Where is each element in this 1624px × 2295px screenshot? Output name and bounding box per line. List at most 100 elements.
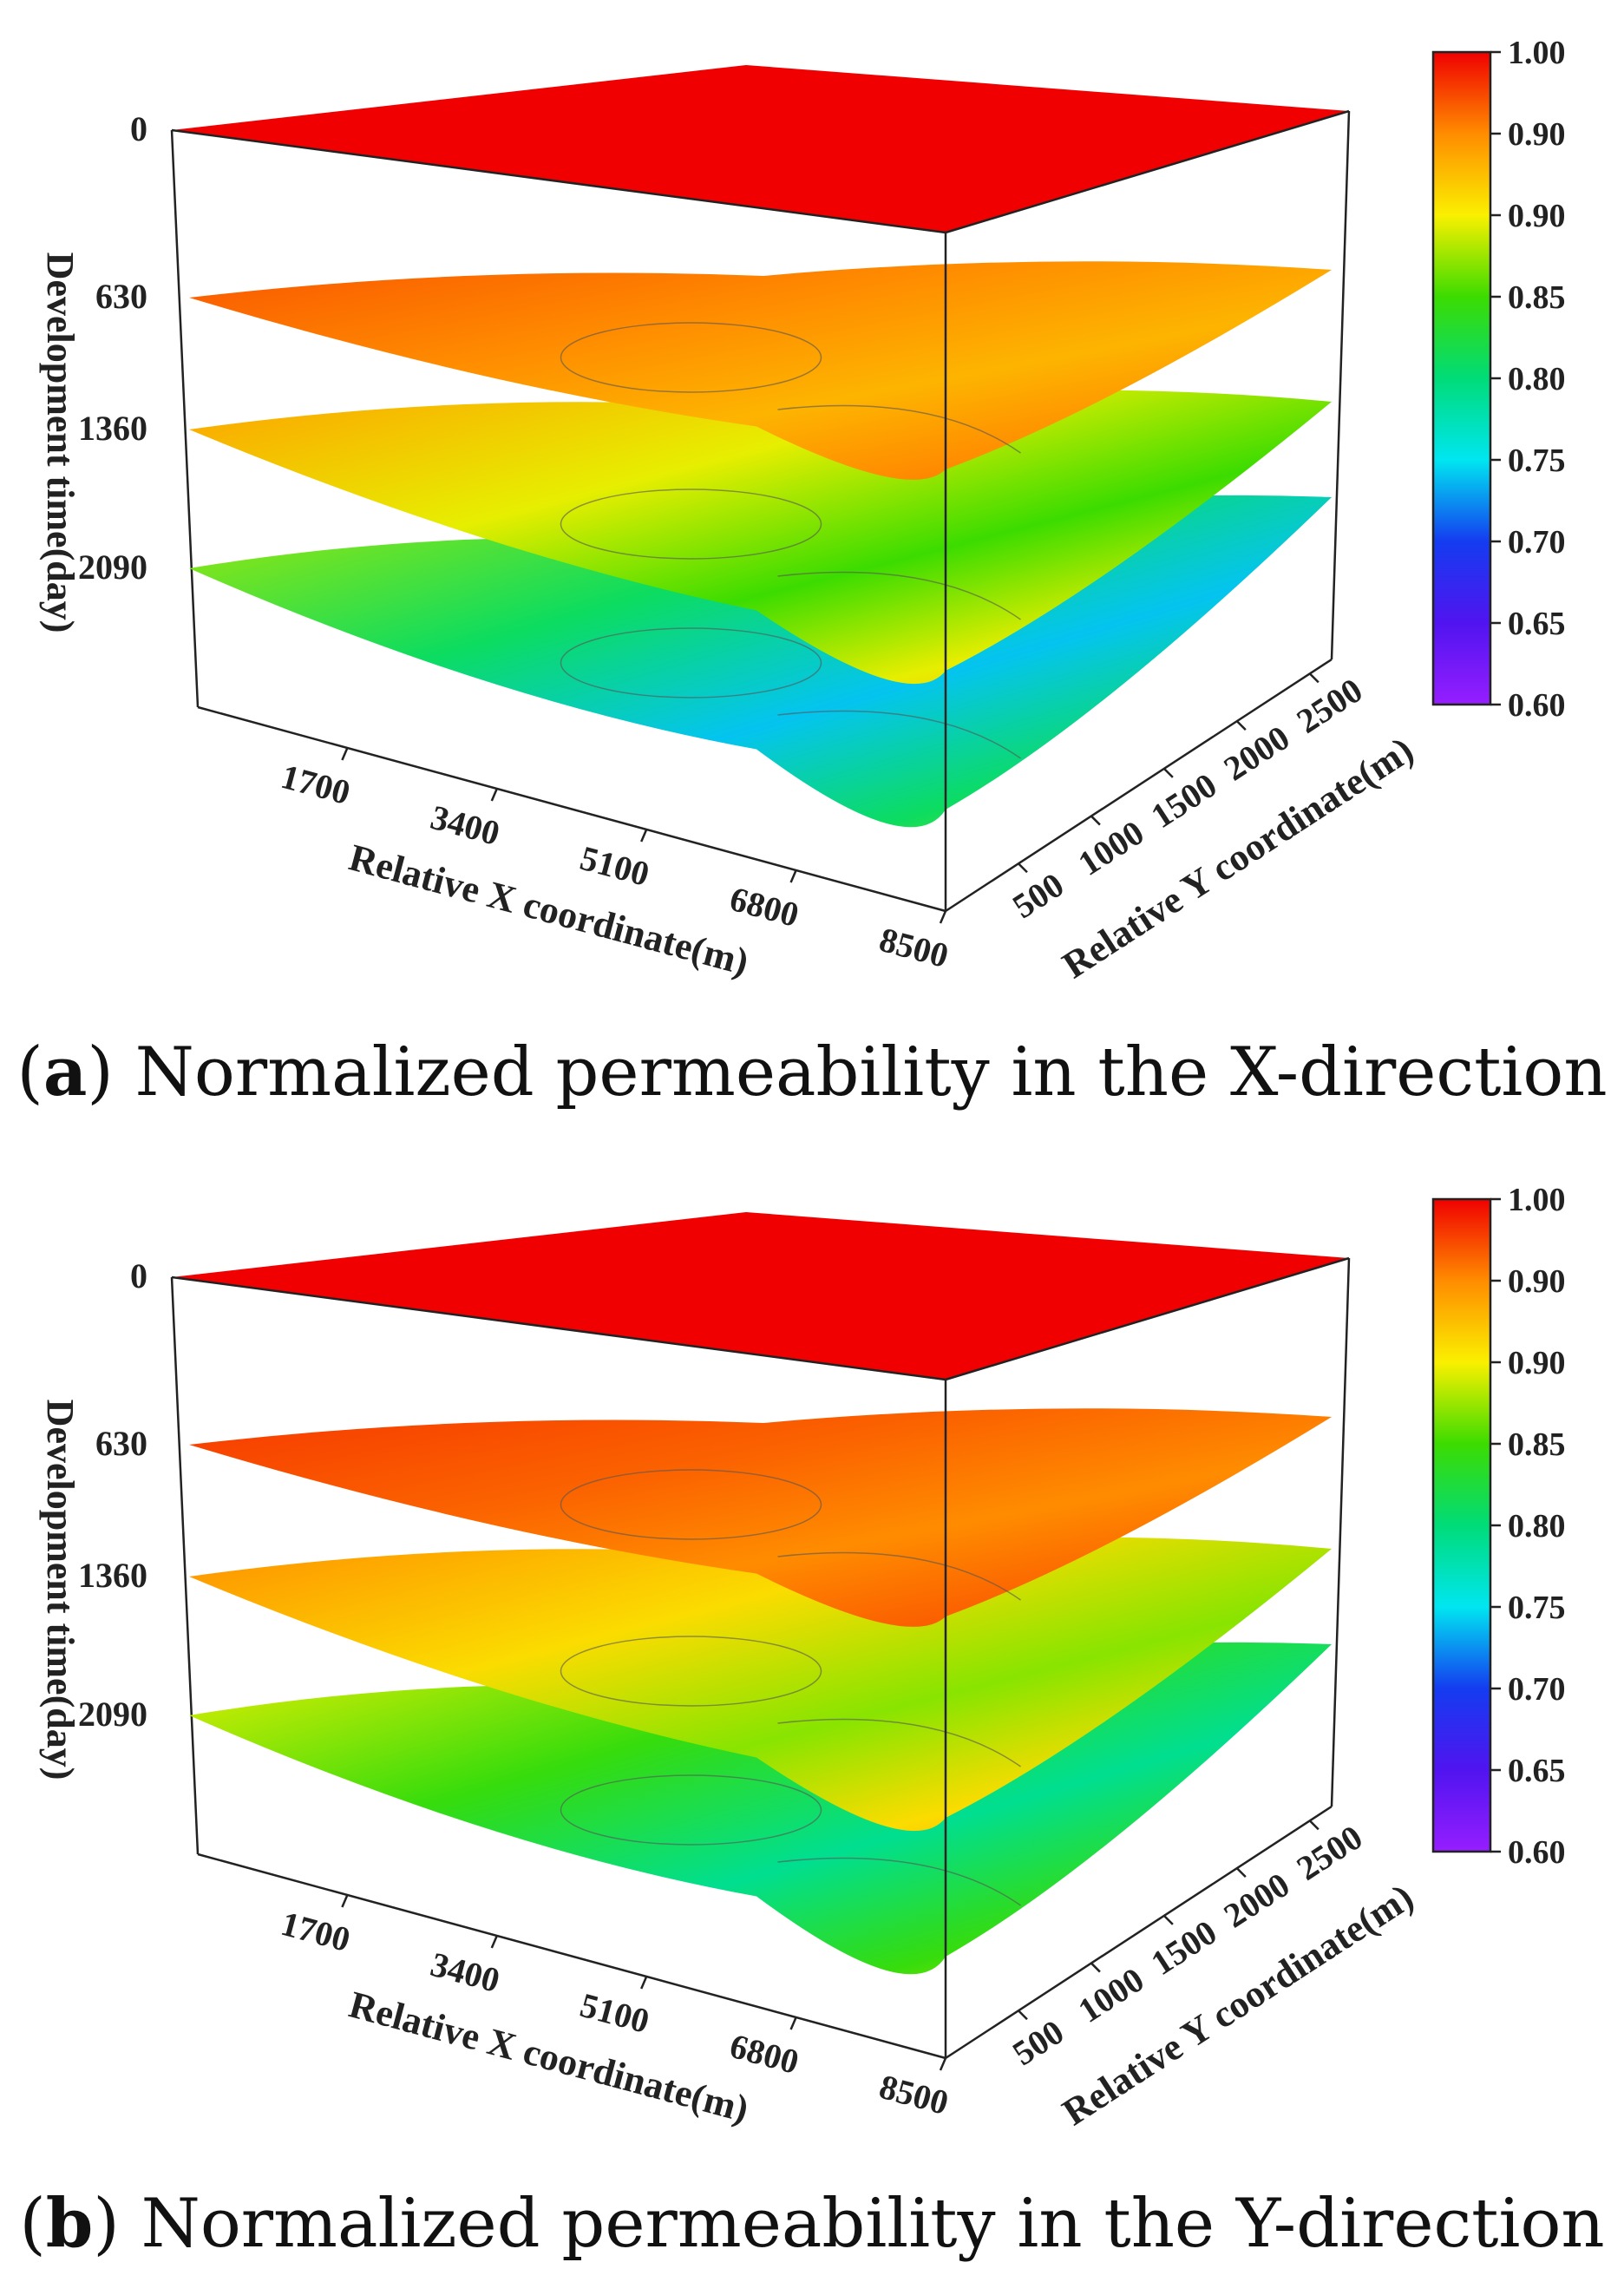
x-axis-label: Relative X coordinate(m): [344, 836, 753, 983]
box-edge-right-bottom: [945, 1805, 1333, 2060]
colorbar-label: 1.00: [1508, 35, 1566, 71]
x-axis-label: Relative X coordinate(m): [344, 1983, 753, 2130]
x-tick-mark: [490, 1935, 498, 1949]
caption-text-b: Normalized permeability in the Y-directi…: [141, 2185, 1605, 2263]
caption-a: (a) Normalized permeability in the X-dir…: [16, 1033, 1608, 1111]
colorbar-label: 0.85: [1508, 279, 1566, 316]
colorbar-label: 0.60: [1508, 1834, 1566, 1871]
z-tick-label: 0: [130, 109, 147, 148]
x-tick-label: 6800: [726, 2026, 803, 2082]
contour-line: [560, 322, 822, 393]
contour-line: [777, 710, 1021, 759]
box-edge-top-right: [945, 1256, 1350, 1381]
x-tick-label: 5100: [576, 838, 653, 894]
y-tick-label: 2500: [1290, 1817, 1370, 1887]
x-tick-mark: [341, 1894, 349, 1908]
box-edge-top-front: [171, 1275, 946, 1381]
y-tick-label: 2000: [1217, 718, 1297, 788]
x-tick-label: 1700: [277, 1904, 354, 1959]
surface-layer-1360: [189, 1537, 1332, 1832]
x-tick-label: 6800: [726, 879, 803, 934]
colorbar-label: 0.85: [1508, 1426, 1566, 1463]
colorbar-label: 0.65: [1508, 1753, 1566, 1789]
box-edge-front-bottom: [197, 705, 946, 913]
contour-line: [777, 404, 1021, 454]
surface-layer-1360: [189, 390, 1332, 685]
z-tick-label: 2090: [78, 548, 147, 587]
y-tick-mark: [1308, 1820, 1320, 1831]
colorbar-label: 1.00: [1508, 1182, 1566, 1218]
x-tick-mark: [789, 869, 797, 883]
colorbar-label: 0.80: [1508, 361, 1566, 397]
colorbar-label: 0.80: [1508, 1508, 1566, 1544]
surface-layer-630: [189, 1408, 1332, 1627]
contour-line: [560, 1774, 822, 1846]
colorbar-label: 0.90: [1508, 116, 1566, 153]
contour-line: [777, 571, 1021, 620]
y-tick-label: 500: [1005, 2012, 1071, 2073]
z-tick-label: 630: [95, 1424, 147, 1463]
z-tick-label: 630: [95, 277, 147, 316]
colorbar-label: 0.70: [1508, 524, 1566, 561]
x-tick-mark: [939, 910, 947, 924]
z-axis-label: Development time(day): [39, 1400, 82, 1780]
box-edge-front-bottom: [197, 1852, 946, 2060]
surface-layer-0: [172, 65, 1349, 233]
box-edge-back-right: [1330, 110, 1351, 660]
y-tick-label: 2500: [1290, 670, 1370, 740]
x-tick-label: 3400: [427, 797, 504, 853]
y-tick-mark: [1163, 767, 1174, 778]
colorbar-label: 0.75: [1508, 1590, 1566, 1626]
y-tick-label: 2000: [1217, 1865, 1297, 1935]
contour-line: [560, 489, 822, 560]
caption-letter-a: a: [43, 1033, 88, 1111]
colorbar-label: 0.60: [1508, 687, 1566, 724]
contour-line: [560, 627, 822, 698]
caption-text-a: Normalized permeability in the X-directi…: [134, 1033, 1608, 1111]
y-tick-mark: [1235, 1867, 1247, 1879]
y-tick-label: 500: [1005, 865, 1071, 926]
colorbar-label: 0.90: [1508, 198, 1566, 234]
box-edge-left: [170, 1276, 200, 1855]
box-edge-top-front: [171, 128, 946, 234]
colorbar-label: 0.90: [1508, 1345, 1566, 1381]
box-edge-left: [170, 129, 200, 708]
contour-line: [777, 1857, 1021, 1906]
surface-layer-630: [189, 261, 1332, 480]
y-tick-mark: [1018, 2010, 1028, 2021]
colorbar-label: 0.75: [1508, 443, 1566, 479]
y-tick-label: 1500: [1144, 1912, 1224, 1983]
contour-line: [560, 1469, 822, 1540]
colorbar-label: 0.70: [1508, 1671, 1566, 1708]
z-tick-label: 1360: [78, 409, 147, 448]
contour-line: [777, 1718, 1021, 1767]
z-tick-label: 1360: [78, 1556, 147, 1595]
caption-letter-b: b: [45, 2184, 94, 2263]
x-tick-mark: [490, 788, 498, 802]
x-tick-mark: [341, 747, 349, 761]
box-edge-right-bottom: [945, 658, 1333, 913]
box-edge-back-right: [1330, 1257, 1351, 1807]
y-tick-mark: [1090, 815, 1101, 826]
colorbar-label: 0.90: [1508, 1263, 1566, 1300]
x-tick-label: 3400: [427, 1944, 504, 2000]
colorbar: [1431, 1197, 1492, 1853]
z-tick-label: 0: [130, 1256, 147, 1295]
chart-panel-b: 0 630 1360 2090 Development time(day) 1700 340…: [0, 1147, 1624, 2295]
y-tick-mark: [1090, 1962, 1101, 1973]
y-tick-mark: [1018, 862, 1028, 874]
x-tick-mark: [939, 2057, 947, 2071]
x-tick-label: 8500: [875, 2067, 953, 2122]
y-tick-mark: [1163, 1914, 1174, 1925]
chart-panel-a: 0 630 1360 2090 Development time(day) 1700 340…: [0, 0, 1624, 1147]
box-edge-top-right: [945, 109, 1350, 234]
x-tick-label: 1700: [277, 757, 354, 812]
surface-layer-0: [172, 1212, 1349, 1380]
colorbar-label: 0.65: [1508, 606, 1566, 642]
x-tick-mark: [640, 829, 648, 843]
colorbar: [1431, 50, 1492, 706]
z-axis-label: Development time(day): [39, 252, 82, 633]
y-tick-label: 1500: [1144, 765, 1224, 836]
